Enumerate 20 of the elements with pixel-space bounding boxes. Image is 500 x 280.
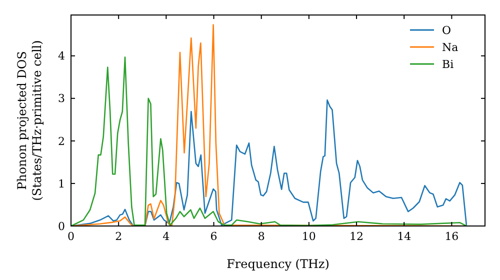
x-tick-label: 10	[302, 230, 316, 243]
x-tick-label: 0	[68, 230, 74, 243]
x-tick-label: 16	[444, 230, 459, 243]
legend-label: Bi	[442, 58, 454, 71]
x-tick-label: 4	[162, 230, 170, 243]
y-tick-label: 0	[58, 220, 65, 233]
x-tick-label: 2	[115, 230, 122, 243]
x-tick-label: 12	[350, 230, 364, 243]
line-series	[71, 56, 468, 226]
legend-label: O	[442, 24, 452, 37]
y-tick-label: 3	[58, 92, 65, 106]
x-tick-label: 6	[210, 230, 218, 243]
y-tick-label: 4	[58, 50, 65, 63]
y-tick-label: 1	[58, 177, 65, 190]
y-axis-title: Phonon projected DOS (States/THz·primitive cell)	[15, 40, 44, 201]
legend-label: Na	[442, 40, 459, 54]
x-axis-title: Frequency (THz)	[226, 257, 330, 271]
y-tick-label: 2	[58, 134, 65, 148]
x-tick-label: 14	[397, 230, 412, 243]
x-tick-label: 8	[258, 230, 265, 243]
